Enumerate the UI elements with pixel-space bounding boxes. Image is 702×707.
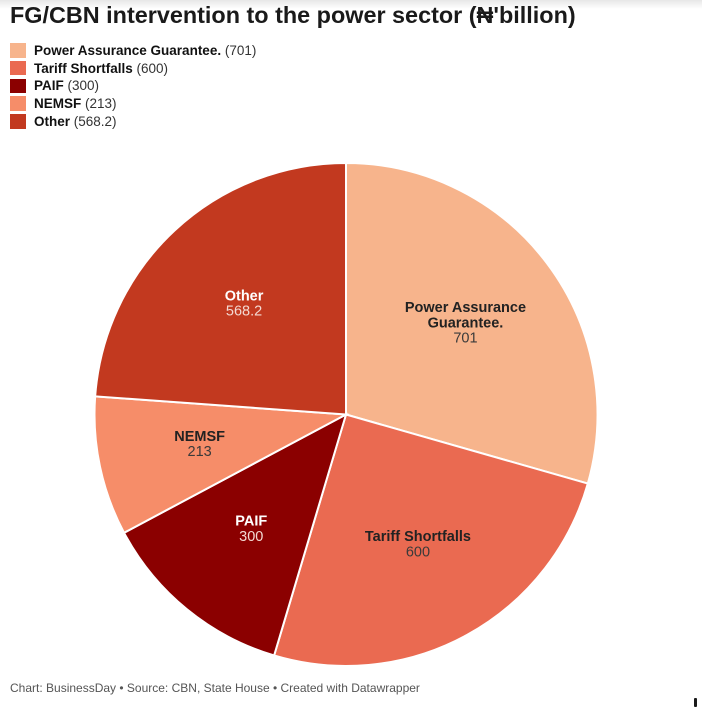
svg-text:300: 300 xyxy=(239,529,263,545)
svg-text:568.2: 568.2 xyxy=(226,304,262,320)
svg-text:600: 600 xyxy=(406,544,430,560)
svg-text:701: 701 xyxy=(453,331,477,347)
svg-text:Other: Other xyxy=(225,288,264,304)
svg-text:Guarantee.: Guarantee. xyxy=(428,315,504,331)
svg-text:PAIF: PAIF xyxy=(235,514,267,530)
svg-text:Tariff Shortfalls: Tariff Shortfalls xyxy=(365,529,471,545)
svg-text:213: 213 xyxy=(188,444,212,460)
svg-text:NEMSF: NEMSF xyxy=(174,429,225,445)
svg-text:Power Assurance: Power Assurance xyxy=(405,300,526,316)
